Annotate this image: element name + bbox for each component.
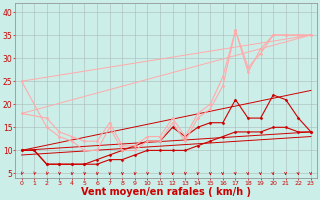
X-axis label: Vent moyen/en rafales ( km/h ): Vent moyen/en rafales ( km/h ) [81,187,251,197]
